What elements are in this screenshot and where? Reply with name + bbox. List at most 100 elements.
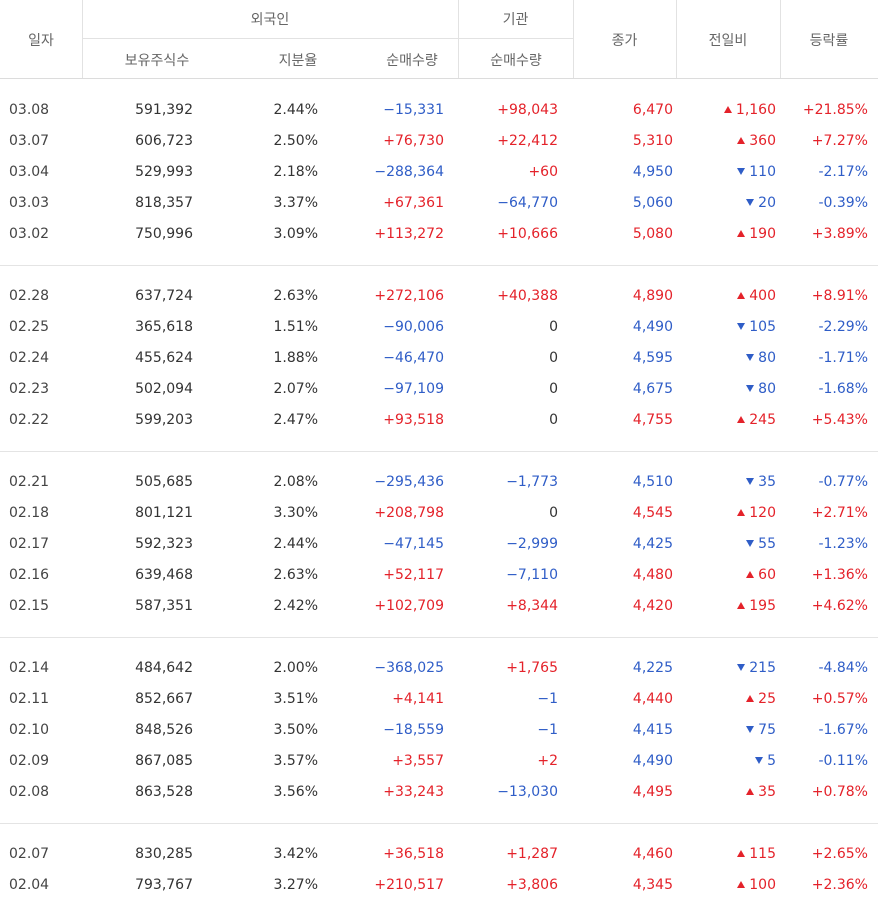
row-diff-value: 195 bbox=[749, 598, 776, 614]
row-diff-value: 105 bbox=[749, 319, 776, 335]
row-rate: -1.68% bbox=[818, 381, 868, 397]
row-foreign-net: +272,106 bbox=[374, 288, 444, 304]
row-diff-value: 120 bbox=[749, 505, 776, 521]
row-rate: -2.17% bbox=[818, 164, 868, 180]
table-row: 02.07 830,285 3.42% +36,518 +1,287 4,460 115 +2… bbox=[0, 839, 878, 870]
row-ratio: 3.30% bbox=[273, 505, 318, 521]
row-ratio: 3.27% bbox=[273, 877, 318, 893]
row-rate: -4.84% bbox=[818, 660, 868, 676]
row-holdings: 793,767 bbox=[135, 877, 193, 893]
row-holdings: 852,667 bbox=[135, 691, 193, 707]
row-close: 4,675 bbox=[632, 381, 673, 397]
header-date: 일자 bbox=[28, 33, 54, 49]
row-holdings: 863,528 bbox=[135, 784, 193, 800]
row-diff: 80 bbox=[746, 343, 776, 374]
row-ratio: 3.42% bbox=[273, 846, 318, 862]
row-holdings: 365,618 bbox=[135, 319, 193, 335]
row-date: 02.16 bbox=[9, 567, 50, 583]
row-rate: +2.65% bbox=[811, 846, 868, 862]
header-foreign: 외국인 bbox=[250, 12, 290, 28]
row-date: 02.25 bbox=[9, 319, 50, 335]
header-foreign-net: 순매수량 bbox=[386, 53, 438, 69]
triangle-down-icon bbox=[746, 199, 755, 206]
table-row: 02.24 455,624 1.88% −46,470 0 4,595 80 -1.71% bbox=[0, 343, 878, 374]
row-inst-net: 0 bbox=[549, 381, 558, 397]
row-holdings: 484,642 bbox=[135, 660, 193, 676]
row-rate: -0.39% bbox=[818, 195, 868, 211]
row-close: 4,490 bbox=[632, 753, 673, 769]
triangle-down-icon bbox=[746, 540, 755, 547]
row-holdings: 502,094 bbox=[135, 381, 193, 397]
row-foreign-net: +4,141 bbox=[392, 691, 444, 707]
row-date: 03.07 bbox=[9, 133, 50, 149]
row-date: 02.08 bbox=[9, 784, 50, 800]
row-ratio: 2.47% bbox=[273, 412, 318, 428]
row-holdings: 801,121 bbox=[135, 505, 193, 521]
group-separator bbox=[0, 823, 878, 824]
row-inst-net: 0 bbox=[549, 350, 558, 366]
row-diff: 195 bbox=[737, 591, 776, 622]
row-foreign-net: −18,559 bbox=[383, 722, 444, 738]
row-inst-net: +98,043 bbox=[497, 102, 558, 118]
row-ratio: 2.07% bbox=[273, 381, 318, 397]
row-ratio: 2.63% bbox=[273, 288, 318, 304]
triangle-up-icon bbox=[737, 230, 746, 237]
row-date: 03.03 bbox=[9, 195, 50, 211]
row-holdings: 750,996 bbox=[135, 226, 193, 242]
triangle-up-icon bbox=[737, 850, 746, 857]
row-date: 02.15 bbox=[9, 598, 50, 614]
row-close: 4,490 bbox=[632, 319, 673, 335]
header-rate: 등락률 bbox=[809, 33, 849, 49]
triangle-down-icon bbox=[746, 385, 755, 392]
row-foreign-net: +36,518 bbox=[383, 846, 444, 862]
row-close: 4,595 bbox=[632, 350, 673, 366]
row-rate: -1.67% bbox=[818, 722, 868, 738]
row-date: 02.28 bbox=[9, 288, 50, 304]
row-inst-net: 0 bbox=[549, 319, 558, 335]
row-holdings: 599,203 bbox=[135, 412, 193, 428]
row-diff-value: 245 bbox=[749, 412, 776, 428]
row-close: 5,310 bbox=[632, 133, 673, 149]
row-inst-net: +3,806 bbox=[506, 877, 558, 893]
triangle-down-icon bbox=[755, 757, 764, 764]
row-inst-net: −1 bbox=[537, 691, 558, 707]
triangle-down-icon bbox=[737, 664, 746, 671]
header-divider bbox=[573, 0, 574, 78]
row-close: 4,495 bbox=[632, 784, 673, 800]
row-close: 4,420 bbox=[632, 598, 673, 614]
row-date: 02.18 bbox=[9, 505, 50, 521]
table-row: 02.28 637,724 2.63% +272,106 +40,388 4,890 400… bbox=[0, 281, 878, 312]
row-rate: -2.29% bbox=[818, 319, 868, 335]
row-diff: 35 bbox=[746, 777, 776, 808]
row-ratio: 1.51% bbox=[273, 319, 318, 335]
row-holdings: 505,685 bbox=[135, 474, 193, 490]
row-diff: 105 bbox=[737, 312, 776, 343]
row-foreign-net: −46,470 bbox=[383, 350, 444, 366]
row-diff-value: 5 bbox=[767, 753, 776, 769]
table-row: 02.16 639,468 2.63% +52,117 −7,110 4,480 60 +1.… bbox=[0, 560, 878, 591]
row-close: 4,460 bbox=[632, 846, 673, 862]
row-foreign-net: +33,243 bbox=[383, 784, 444, 800]
row-close: 4,345 bbox=[632, 877, 673, 893]
header-inst-net: 순매수량 bbox=[490, 53, 542, 69]
row-ratio: 1.88% bbox=[273, 350, 318, 366]
row-ratio: 2.00% bbox=[273, 660, 318, 676]
row-diff: 1,160 bbox=[723, 95, 776, 126]
row-rate: +1.36% bbox=[811, 567, 868, 583]
table-row: 03.02 750,996 3.09% +113,272 +10,666 5,080 190… bbox=[0, 219, 878, 250]
row-rate: +2.71% bbox=[811, 505, 868, 521]
row-foreign-net: +113,272 bbox=[374, 226, 444, 242]
row-rate: +3.89% bbox=[811, 226, 868, 242]
triangle-up-icon bbox=[746, 788, 755, 795]
row-inst-net: +10,666 bbox=[497, 226, 558, 242]
row-diff-value: 80 bbox=[758, 350, 776, 366]
row-rate: +0.57% bbox=[811, 691, 868, 707]
row-close: 6,470 bbox=[632, 102, 673, 118]
table-row: 02.10 848,526 3.50% −18,559 −1 4,415 75 -1.67% bbox=[0, 715, 878, 746]
row-diff: 400 bbox=[737, 281, 776, 312]
row-foreign-net: −47,145 bbox=[383, 536, 444, 552]
row-ratio: 3.57% bbox=[273, 753, 318, 769]
header-holdings: 보유주식수 bbox=[124, 53, 190, 69]
row-diff: 5 bbox=[755, 746, 776, 777]
